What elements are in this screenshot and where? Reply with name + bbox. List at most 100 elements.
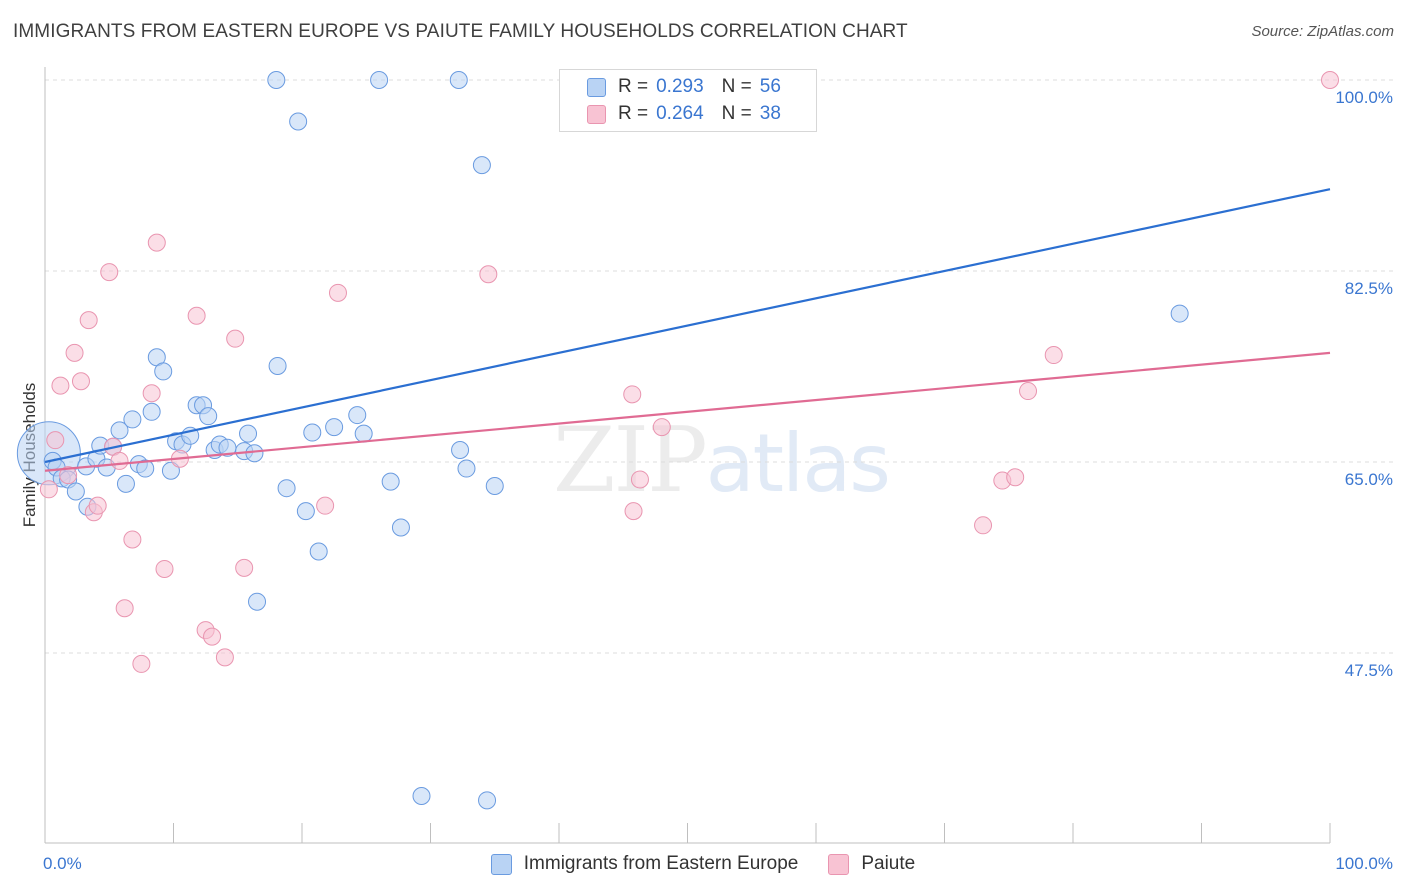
data-point (51, 376, 70, 395)
x-tick-label: 100.0% (1335, 854, 1393, 873)
data-point (154, 362, 173, 381)
legend-item-paiute[interactable]: Paiute (828, 853, 915, 875)
y-tick-label: 47.5% (1345, 661, 1393, 680)
data-point (325, 418, 344, 437)
data-point (472, 156, 491, 175)
data-point (623, 385, 642, 404)
data-point (328, 283, 347, 302)
data-point (123, 410, 142, 429)
data-point (309, 542, 328, 561)
data-point (296, 502, 315, 521)
trend-line-blue (44, 188, 1331, 464)
data-point (245, 444, 264, 463)
y-tick-label: 82.5% (1345, 279, 1393, 298)
legend-r-value: 0.293 (656, 76, 704, 97)
data-point (142, 384, 161, 403)
data-point (39, 480, 58, 499)
data-point (59, 466, 78, 485)
data-point (268, 356, 287, 375)
data-point (1170, 304, 1189, 323)
legend-r-value: 0.264 (656, 103, 704, 124)
data-point (187, 306, 206, 325)
legend-n-value: 56 (759, 76, 781, 97)
data-point (161, 461, 180, 480)
data-point (155, 559, 174, 578)
watermark-atlas: atlas (705, 417, 891, 510)
data-point (248, 592, 267, 611)
data-point (289, 112, 308, 131)
chart-title: IMMIGRANTS FROM EASTERN EUROPE VS PAIUTE… (13, 21, 908, 42)
data-point (136, 459, 155, 478)
data-point (116, 474, 135, 493)
legend-swatch-blue (490, 853, 512, 875)
legend-row-paiute: R = 0.264 N = 38 (587, 101, 781, 127)
legend-swatch-blue (587, 77, 606, 97)
data-point (630, 470, 649, 489)
data-point (226, 329, 245, 348)
legend-swatch-pink (828, 853, 850, 875)
data-point (1006, 468, 1025, 487)
data-point (303, 423, 322, 442)
data-point (1019, 382, 1038, 401)
data-point (451, 440, 470, 459)
series-blue-points (16, 71, 1189, 810)
data-point (381, 472, 400, 491)
data-point (652, 418, 671, 437)
series-pink-points (39, 71, 1339, 673)
data-point (348, 406, 367, 425)
data-point (147, 233, 166, 252)
data-point (110, 421, 129, 440)
data-point (391, 518, 410, 537)
legend-r-label: R = (618, 103, 649, 124)
data-point (79, 311, 98, 330)
data-point (132, 654, 151, 673)
data-point (1321, 71, 1339, 89)
data-point (203, 627, 222, 646)
data-point (65, 343, 84, 362)
data-point (66, 482, 85, 501)
data-point (316, 496, 335, 515)
data-point (235, 558, 254, 577)
y-tick-label: 65.0% (1345, 470, 1393, 489)
series-legend: Immigrants from Eastern Europe Paiute (0, 851, 1406, 877)
legend-swatch-pink (587, 104, 606, 124)
trend-line-pink (44, 351, 1331, 472)
data-point (370, 71, 389, 89)
legend-label-paiute: Paiute (861, 853, 916, 874)
source-label: Source: ZipAtlas.com (1251, 23, 1394, 40)
data-point (46, 431, 65, 450)
data-point (123, 530, 142, 549)
data-point (277, 479, 296, 498)
data-point (478, 791, 497, 810)
correlation-legend: R = 0.293 N = 56 R = 0.264 N = 38 (559, 69, 817, 132)
y-tick-label: 100.0% (1335, 88, 1393, 107)
data-point (1044, 346, 1063, 365)
watermark-zip: ZIP (553, 408, 708, 513)
data-point (110, 451, 129, 470)
data-point (100, 263, 119, 282)
data-point (624, 502, 643, 521)
legend-row-eastern-europe: R = 0.293 N = 56 (587, 74, 781, 100)
data-point (215, 648, 234, 667)
data-point (115, 599, 134, 618)
data-point (142, 402, 161, 421)
legend-label-eastern-europe: Immigrants from Eastern Europe (523, 853, 799, 874)
data-point (449, 71, 468, 89)
data-point (71, 372, 90, 391)
data-point (354, 424, 373, 443)
legend-n-label: N = (721, 103, 752, 124)
data-point (239, 424, 258, 443)
data-point (267, 71, 286, 89)
data-point (199, 407, 218, 426)
legend-n-value: 38 (759, 103, 781, 124)
data-point (479, 265, 498, 284)
legend-n-label: N = (721, 76, 752, 97)
watermark: ZIPatlas (553, 408, 891, 513)
legend-r-label: R = (618, 76, 649, 97)
x-tick-label: 0.0% (43, 854, 82, 873)
data-point (974, 516, 993, 535)
legend-item-eastern-europe[interactable]: Immigrants from Eastern Europe (490, 853, 799, 875)
data-point (457, 459, 476, 478)
data-point (485, 477, 504, 496)
